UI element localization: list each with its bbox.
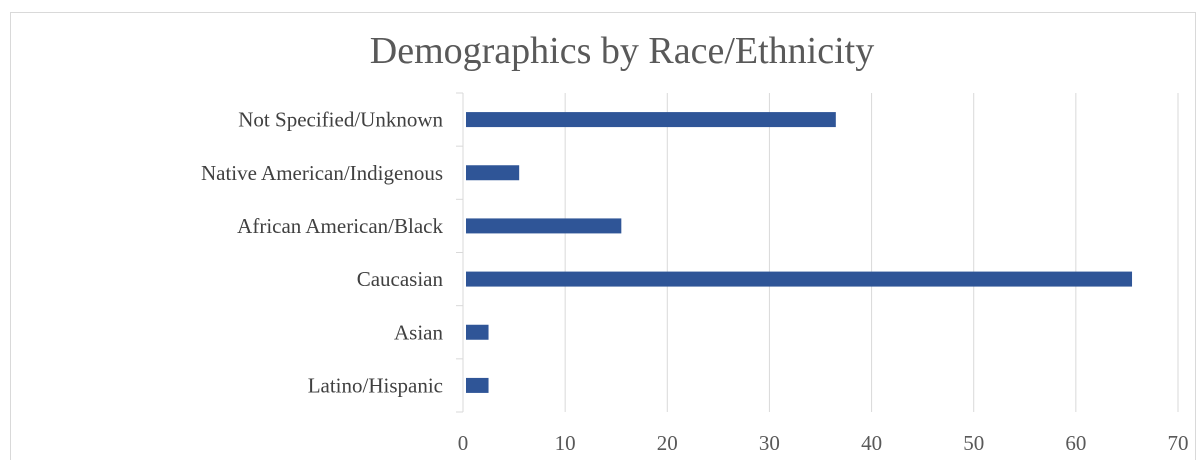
bar — [466, 324, 489, 340]
x-tick-label: 60 — [1065, 431, 1086, 455]
category-axis — [456, 92, 464, 413]
chart-frame — [10, 12, 1196, 460]
bar — [466, 165, 520, 181]
bar — [466, 112, 836, 128]
x-tick-label: 50 — [963, 431, 984, 455]
category-label: Asian — [394, 320, 443, 344]
x-tick-label: 70 — [1168, 431, 1189, 455]
chart-title: Demographics by Race/Ethnicity — [370, 30, 874, 72]
category-label: African American/Black — [237, 214, 443, 238]
bar — [466, 218, 622, 234]
category-label: Native American/Indigenous — [201, 161, 443, 185]
x-tick-label: 20 — [657, 431, 678, 455]
category-label: Caucasian — [357, 267, 444, 291]
gridlines — [564, 93, 1179, 412]
x-tick-label: 0 — [458, 431, 469, 455]
bar — [466, 271, 1133, 287]
x-tick-label: 30 — [759, 431, 780, 455]
category-label: Latino/Hispanic — [308, 373, 443, 397]
value-tick-labels: 0 10 20 30 40 50 60 70 — [458, 431, 1189, 455]
bar — [466, 377, 489, 393]
bars — [466, 112, 1133, 393]
x-tick-label: 40 — [861, 431, 882, 455]
category-labels: Latino/Hispanic Asian Caucasian African Ame… — [201, 108, 444, 398]
x-tick-label: 10 — [555, 431, 576, 455]
category-label: Not Specified/Unknown — [238, 108, 443, 132]
